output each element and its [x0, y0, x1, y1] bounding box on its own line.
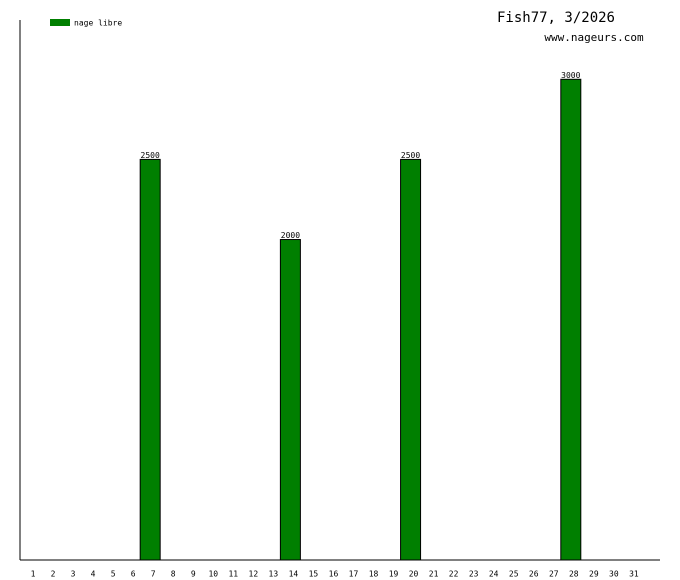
x-tick-label: 30: [609, 570, 619, 579]
chart-subtitle: www.nageurs.com: [544, 31, 644, 44]
x-tick-label: 17: [349, 570, 359, 579]
x-tick-label: 9: [191, 570, 196, 579]
x-tick-label: 12: [249, 570, 259, 579]
x-tick-label: 1: [31, 570, 36, 579]
x-tick-label: 23: [469, 570, 479, 579]
x-tick-label: 31: [629, 570, 639, 579]
value-label: 2500: [141, 151, 160, 160]
x-tick-label: 26: [529, 570, 539, 579]
x-tick-label: 19: [389, 570, 399, 579]
value-label: 2500: [401, 151, 420, 160]
x-tick-label: 15: [309, 570, 319, 579]
legend-label: nage libre: [74, 19, 122, 28]
x-tick-label: 29: [589, 570, 599, 579]
x-tick-label: 13: [269, 570, 279, 579]
x-tick-label: 22: [449, 570, 459, 579]
bar: [560, 78, 582, 561]
x-tick-label: 10: [208, 570, 218, 579]
value-label: 3000: [561, 71, 580, 80]
x-tick-label: 21: [429, 570, 439, 579]
value-label: 2000: [281, 231, 300, 240]
chart-title: Fish77, 3/2026: [497, 10, 615, 26]
bar: [279, 239, 301, 561]
x-tick-label: 6: [131, 570, 136, 579]
x-tick-label: 3: [71, 570, 76, 579]
x-tick-label: 8: [171, 570, 176, 579]
bar: [139, 158, 161, 561]
x-tick-label: 11: [228, 570, 238, 579]
x-tick-label: 2: [51, 570, 56, 579]
legend-swatch: [50, 19, 70, 26]
x-tick-label: 4: [91, 570, 96, 579]
x-tick-label: 18: [369, 570, 379, 579]
x-tick-label: 28: [569, 570, 579, 579]
x-tick-label: 24: [489, 570, 499, 579]
x-tick-label: 25: [509, 570, 519, 579]
x-tick-label: 5: [111, 570, 116, 579]
x-tick-label: 27: [549, 570, 559, 579]
x-tick-label: 20: [409, 570, 419, 579]
x-tick-label: 14: [289, 570, 299, 579]
bar: [400, 158, 422, 561]
x-tick-label: 16: [329, 570, 339, 579]
x-tick-label: 7: [151, 570, 156, 579]
